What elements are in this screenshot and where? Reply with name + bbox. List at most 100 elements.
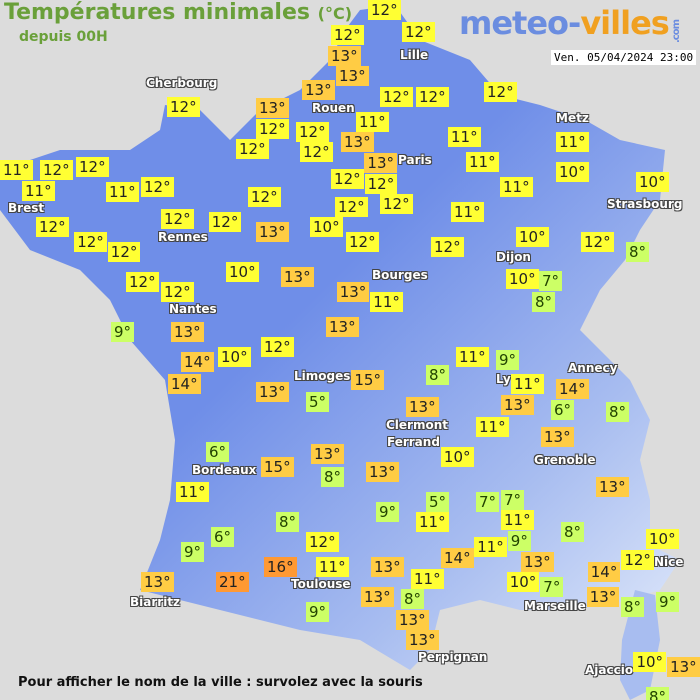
temperature-marker[interactable]: 11° (474, 537, 507, 557)
temperature-marker[interactable]: 11° (556, 132, 589, 152)
temperature-marker[interactable]: 12° (261, 337, 294, 357)
temperature-marker[interactable]: 9° (656, 592, 680, 612)
temperature-marker[interactable]: 11° (451, 202, 484, 222)
temperature-marker[interactable]: 12° (76, 157, 109, 177)
temperature-marker[interactable]: 10° (440, 447, 474, 467)
temperature-marker[interactable]: 12° (74, 232, 107, 252)
temperature-marker[interactable]: 11° (0, 159, 33, 180)
temperature-marker[interactable]: 8° (621, 597, 645, 617)
temperature-marker[interactable]: 21° (216, 572, 249, 592)
temperature-marker[interactable]: 10° (636, 172, 669, 192)
temperature-marker[interactable]: 8° (626, 242, 650, 262)
temperature-marker[interactable]: 11° (456, 347, 489, 367)
temperature-marker[interactable]: 11° (106, 182, 139, 202)
temperature-marker[interactable]: 13° (281, 267, 314, 287)
temperature-marker[interactable]: 13° (501, 395, 534, 415)
temperature-marker[interactable]: 14° (441, 548, 474, 569)
temperature-marker[interactable]: 12° (380, 193, 413, 214)
temperature-marker[interactable]: 12° (107, 242, 141, 262)
temperature-marker[interactable]: 12° (621, 550, 654, 570)
temperature-marker[interactable]: 8° (401, 588, 425, 609)
temperature-marker[interactable]: 13° (141, 572, 174, 592)
temperature-marker[interactable]: 11° (316, 557, 349, 577)
temperature-marker[interactable]: 8° (426, 365, 450, 385)
temperature-marker[interactable]: 9° (496, 350, 520, 370)
temperature-marker[interactable]: 8° (276, 512, 300, 532)
temperature-marker[interactable]: 6° (211, 527, 235, 547)
temperature-marker[interactable]: 13° (371, 557, 404, 577)
temperature-marker[interactable]: 6° (206, 442, 230, 462)
temperature-marker[interactable]: 12° (40, 159, 73, 180)
temperature-marker[interactable]: 12° (236, 139, 269, 159)
temperature-marker[interactable]: 7° (539, 270, 563, 291)
temperature-marker[interactable]: 12° (208, 212, 242, 232)
temperature-marker[interactable]: 15° (261, 457, 294, 477)
temperature-marker[interactable]: 12° (306, 532, 339, 552)
temperature-marker[interactable]: 13° (256, 382, 289, 402)
temperature-marker[interactable]: 12° (368, 0, 401, 20)
temperature-marker[interactable]: 8° (532, 291, 556, 312)
temperature-marker[interactable]: 10° (633, 652, 667, 672)
temperature-marker[interactable]: 14° (181, 352, 214, 372)
temperature-marker[interactable]: 7° (501, 490, 525, 511)
temperature-marker[interactable]: 12° (126, 272, 159, 292)
temperature-marker[interactable]: 14° (168, 374, 201, 394)
temperature-marker[interactable]: 12° (331, 25, 364, 46)
temperature-marker[interactable]: 11° (500, 177, 533, 197)
temperature-marker[interactable]: 13° (336, 282, 370, 302)
temperature-marker[interactable]: 13° (328, 46, 361, 67)
temperature-marker[interactable]: 11° (511, 374, 544, 394)
temperature-marker[interactable]: 13° (596, 477, 629, 497)
temperature-marker[interactable]: 12° (141, 177, 174, 197)
temperature-marker[interactable]: 13° (366, 462, 399, 482)
temperature-marker[interactable]: 13° (586, 587, 620, 607)
temperature-marker[interactable]: 12° (36, 217, 69, 237)
temperature-marker[interactable]: 16° (264, 557, 297, 577)
temperature-marker[interactable]: 12° (161, 209, 194, 229)
temperature-marker[interactable]: 14° (587, 562, 621, 582)
temperature-marker[interactable]: 12° (346, 232, 379, 252)
temperature-marker[interactable]: 9° (181, 542, 205, 562)
temperature-marker[interactable]: 10° (506, 269, 539, 289)
temperature-marker[interactable]: 11° (501, 510, 534, 531)
temperature-marker[interactable]: 8° (561, 522, 585, 542)
temperature-marker[interactable]: 12° (300, 142, 333, 162)
temperature-marker[interactable]: 12° (335, 197, 368, 217)
temperature-marker[interactable]: 8° (606, 402, 630, 422)
temperature-marker[interactable]: 13° (326, 317, 359, 337)
temperature-marker[interactable]: 10° (556, 162, 589, 182)
temperature-marker[interactable]: 11° (448, 127, 481, 147)
temperature-marker[interactable]: 11° (176, 482, 209, 502)
temperature-marker[interactable]: 13° (406, 629, 439, 650)
temperature-marker[interactable]: 13° (361, 587, 394, 607)
temperature-marker[interactable]: 7° (540, 577, 564, 597)
temperature-marker[interactable]: 11° (411, 568, 444, 589)
temperature-marker[interactable]: 13° (521, 551, 554, 572)
temperature-marker[interactable]: 9° (111, 322, 135, 342)
logo[interactable]: meteo-villes .com (459, 4, 688, 43)
temperature-marker[interactable]: 11° (416, 512, 449, 532)
temperature-marker[interactable]: 14° (556, 379, 589, 399)
temperature-marker[interactable]: 13° (256, 222, 289, 242)
temperature-marker[interactable]: 13° (311, 444, 344, 464)
temperature-marker[interactable]: 13° (341, 132, 374, 153)
temperature-marker[interactable]: 10° (646, 529, 679, 549)
temperature-marker[interactable]: 12° (256, 119, 289, 139)
temperature-marker[interactable]: 12° (331, 169, 364, 189)
temperature-marker[interactable]: 12° (581, 232, 614, 252)
temperature-marker[interactable]: 8° (321, 467, 345, 487)
temperature-marker[interactable]: 11° (476, 417, 509, 437)
temperature-marker[interactable]: 11° (466, 152, 499, 172)
temperature-marker[interactable]: 13° (302, 80, 335, 100)
temperature-marker[interactable]: 12° (484, 82, 517, 102)
temperature-marker[interactable]: 5° (306, 392, 330, 412)
temperature-marker[interactable]: 9° (507, 531, 531, 552)
temperature-marker[interactable]: 12° (248, 187, 281, 207)
temperature-marker[interactable]: 10° (310, 217, 343, 237)
temperature-marker[interactable]: 5° (426, 492, 450, 512)
temperature-marker[interactable]: 12° (380, 87, 413, 107)
temperature-marker[interactable]: 11° (22, 180, 55, 201)
temperature-marker[interactable]: 10° (516, 227, 549, 247)
temperature-marker[interactable]: 13° (396, 609, 429, 630)
temperature-marker[interactable]: 11° (370, 292, 403, 312)
